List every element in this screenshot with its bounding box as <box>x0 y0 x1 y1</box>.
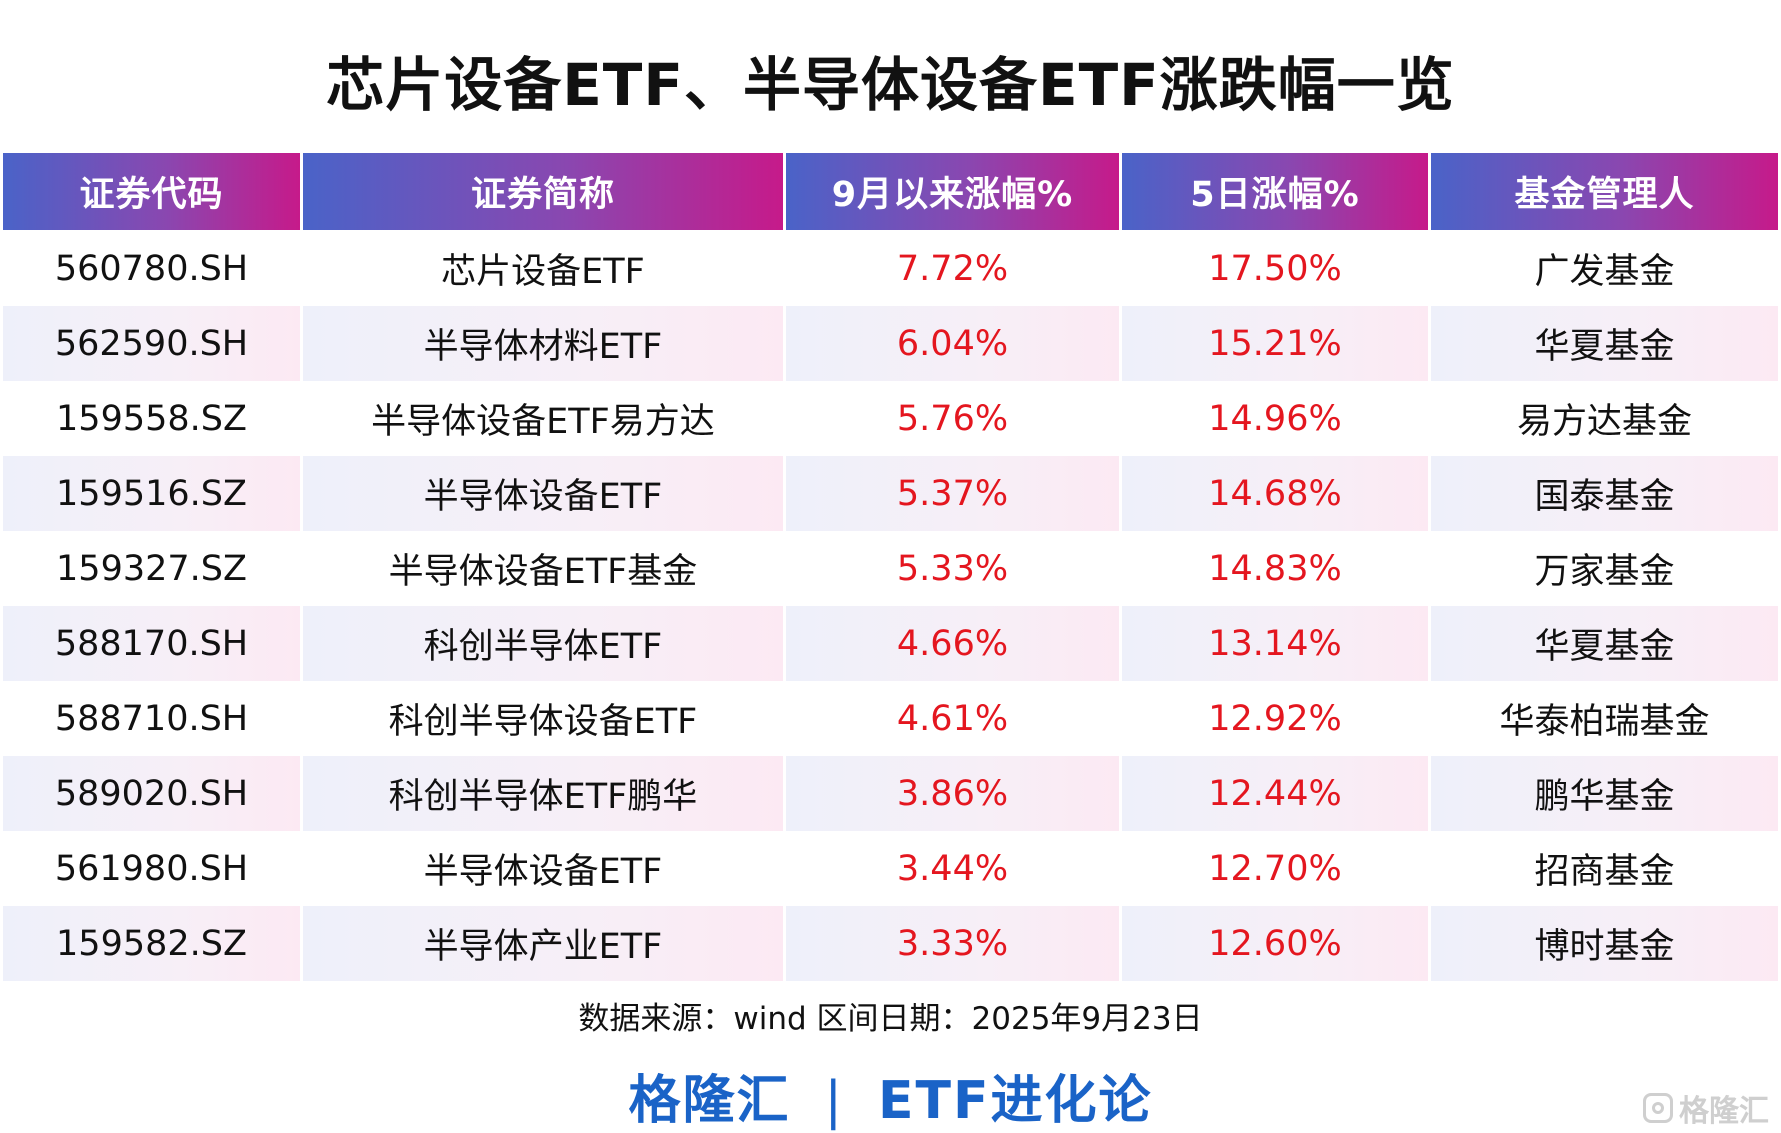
cell-mtd-change: 5.37% <box>786 456 1122 531</box>
cell-code: 588170.SH <box>3 606 303 681</box>
cell-name: 芯片设备ETF <box>303 231 786 306</box>
table-row: 159516.SZ 半导体设备ETF 5.37% 14.68% 国泰基金 <box>3 456 1778 531</box>
table-row: 560780.SH 芯片设备ETF 7.72% 17.50% 广发基金 <box>3 231 1778 306</box>
brand-name: 格隆汇 <box>628 1071 791 1131</box>
cell-mtd-change: 3.33% <box>786 906 1122 981</box>
header-name: 证券简称 <box>303 153 786 230</box>
cell-name: 半导体设备ETF <box>303 456 786 531</box>
cell-5day-change: 12.70% <box>1122 831 1431 906</box>
cell-mtd-change: 6.04% <box>786 306 1122 381</box>
cell-code: 560780.SH <box>3 231 303 306</box>
cell-5day-change: 13.14% <box>1122 606 1431 681</box>
cell-mtd-change: 5.33% <box>786 531 1122 606</box>
cell-manager: 万家基金 <box>1431 531 1778 606</box>
header-5day-change: 5日涨幅% <box>1122 153 1431 230</box>
cell-5day-change: 12.44% <box>1122 756 1431 831</box>
cell-5day-change: 17.50% <box>1122 231 1431 306</box>
table-row: 562590.SH 半导体材料ETF 6.04% 15.21% 华夏基金 <box>3 306 1778 381</box>
cell-manager: 华夏基金 <box>1431 606 1778 681</box>
cell-name: 半导体产业ETF <box>303 906 786 981</box>
cell-mtd-change: 4.66% <box>786 606 1122 681</box>
watermark: 格隆汇 <box>1643 1086 1769 1130</box>
cell-name: 科创半导体设备ETF <box>303 681 786 756</box>
cell-manager: 招商基金 <box>1431 831 1778 906</box>
cell-code: 562590.SH <box>3 306 303 381</box>
cell-5day-change: 14.96% <box>1122 381 1431 456</box>
cell-name: 半导体设备ETF基金 <box>303 531 786 606</box>
etf-performance-table: 证券代码 证券简称 9月以来涨幅% 5日涨幅% 基金管理人 560780.SH 芯… <box>3 153 1778 981</box>
cell-mtd-change: 3.86% <box>786 756 1122 831</box>
brand-column-name: ETF进化论 <box>878 1071 1153 1131</box>
table-header-row: 证券代码 证券简称 9月以来涨幅% 5日涨幅% 基金管理人 <box>3 153 1778 230</box>
table-row: 561980.SH 半导体设备ETF 3.44% 12.70% 招商基金 <box>3 831 1778 906</box>
table-row: 588710.SH 科创半导体设备ETF 4.61% 12.92% 华泰柏瑞基金 <box>3 681 1778 756</box>
cell-manager: 博时基金 <box>1431 906 1778 981</box>
cell-name: 科创半导体ETF鹏华 <box>303 756 786 831</box>
table-row: 159558.SZ 半导体设备ETF易方达 5.76% 14.96% 易方达基金 <box>3 381 1778 456</box>
table-row: 159582.SZ 半导体产业ETF 3.33% 12.60% 博时基金 <box>3 906 1778 981</box>
header-code: 证券代码 <box>3 153 303 230</box>
cell-mtd-change: 3.44% <box>786 831 1122 906</box>
cell-mtd-change: 4.61% <box>786 681 1122 756</box>
cell-code: 159558.SZ <box>3 381 303 456</box>
cell-mtd-change: 7.72% <box>786 231 1122 306</box>
cell-5day-change: 14.68% <box>1122 456 1431 531</box>
cell-code: 159327.SZ <box>3 531 303 606</box>
cell-mtd-change: 5.76% <box>786 381 1122 456</box>
page-title: 芯片设备ETF、半导体设备ETF涨跌幅一览 <box>326 51 1455 119</box>
cell-manager: 易方达基金 <box>1431 381 1778 456</box>
table-row: 589020.SH 科创半导体ETF鹏华 3.86% 12.44% 鹏华基金 <box>3 756 1778 831</box>
table-body: 560780.SH 芯片设备ETF 7.72% 17.50% 广发基金 562590.SH… <box>3 231 1778 981</box>
header-manager: 基金管理人 <box>1431 153 1778 230</box>
cell-code: 589020.SH <box>3 756 303 831</box>
cell-5day-change: 15.21% <box>1122 306 1431 381</box>
cell-manager: 鹏华基金 <box>1431 756 1778 831</box>
cell-manager: 华泰柏瑞基金 <box>1431 681 1778 756</box>
brand-separator: | <box>824 1071 845 1131</box>
cell-manager: 国泰基金 <box>1431 456 1778 531</box>
cell-5day-change: 12.92% <box>1122 681 1431 756</box>
table-row: 159327.SZ 半导体设备ETF基金 5.33% 14.83% 万家基金 <box>3 531 1778 606</box>
cell-code: 561980.SH <box>3 831 303 906</box>
cell-code: 159582.SZ <box>3 906 303 981</box>
cell-code: 159516.SZ <box>3 456 303 531</box>
cell-manager: 广发基金 <box>1431 231 1778 306</box>
data-source-note: 数据来源：wind 区间日期：2025年9月23日 <box>578 1001 1203 1037</box>
cell-name: 科创半导体ETF <box>303 606 786 681</box>
cell-name: 半导体设备ETF易方达 <box>303 381 786 456</box>
cell-5day-change: 14.83% <box>1122 531 1431 606</box>
cell-name: 半导体材料ETF <box>303 306 786 381</box>
gelonghui-logo-icon <box>1643 1093 1673 1123</box>
cell-name: 半导体设备ETF <box>303 831 786 906</box>
brand-footer: 格隆汇 | ETF进化论 <box>0 1058 1781 1133</box>
cell-5day-change: 12.60% <box>1122 906 1431 981</box>
watermark-text: 格隆汇 <box>1679 1094 1769 1129</box>
table-row: 588170.SH 科创半导体ETF 4.66% 13.14% 华夏基金 <box>3 606 1778 681</box>
cell-code: 588710.SH <box>3 681 303 756</box>
header-mtd-change: 9月以来涨幅% <box>786 153 1122 230</box>
cell-manager: 华夏基金 <box>1431 306 1778 381</box>
